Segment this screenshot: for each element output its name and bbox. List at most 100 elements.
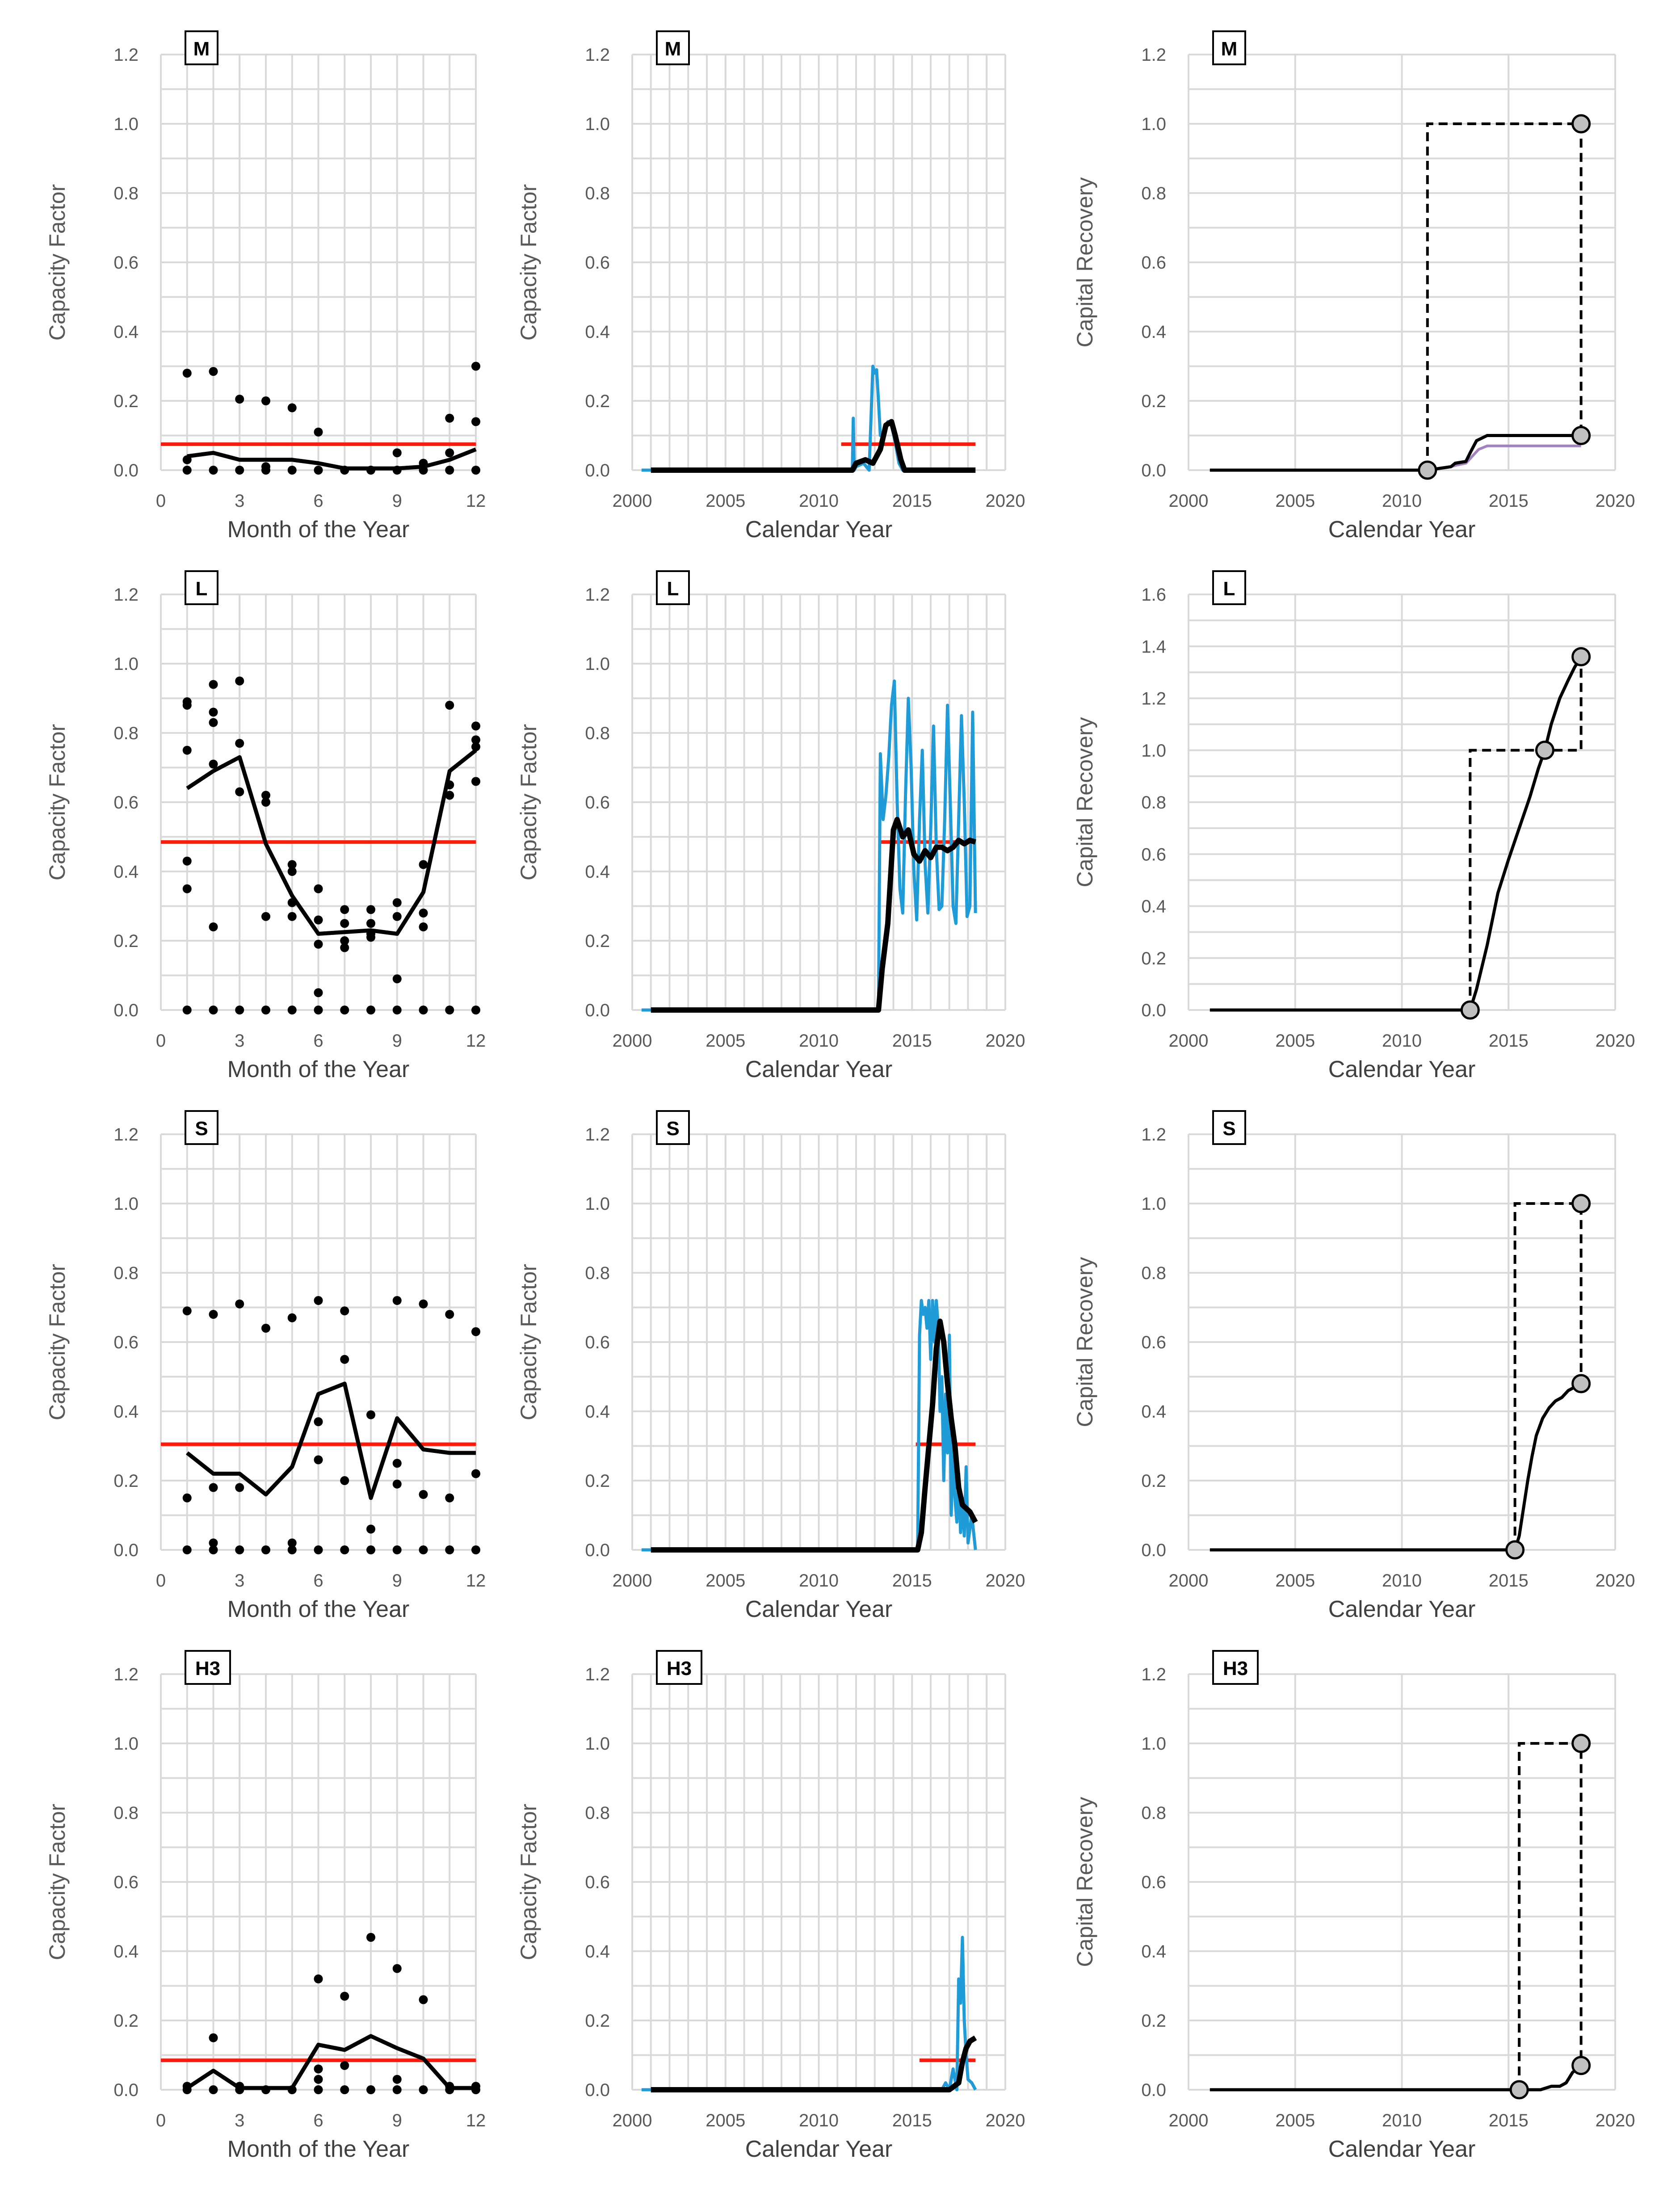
- chart-panel-L-month: 0.0 0.2 0.4 0.6 0.8 1.0 1.2 0 3 6 9 12 Capacity Fact…: [45, 570, 486, 1082]
- y-tick-label: 0.2: [585, 2011, 610, 2031]
- y-tick-label: 0.8: [585, 1263, 610, 1283]
- recovery-marker: [1571, 114, 1591, 134]
- scatter-point: [261, 798, 270, 807]
- scatter-point: [366, 1933, 375, 1942]
- x-tick-label: 2010: [1382, 1571, 1422, 1591]
- rolling-capacity-line: [651, 419, 976, 473]
- scatter-point: [445, 1310, 454, 1319]
- x-tick-label: 2020: [986, 1571, 1025, 1591]
- scatter-point: [445, 1006, 454, 1014]
- scatter-point: [261, 791, 270, 800]
- x-tick-label: 2015: [892, 1571, 932, 1591]
- x-tick-label: 0: [156, 2111, 166, 2130]
- y-tick-label: 1.2: [113, 1665, 139, 1684]
- chart-panel-M-year: 0.0 0.2 0.4 0.6 0.8 1.0 1.2 2000 2005 2010 2015 202…: [516, 30, 1025, 543]
- panel-tag-label: L: [196, 578, 208, 600]
- scatter-point: [340, 919, 349, 928]
- scatter-point: [340, 2061, 349, 2070]
- scatter-point: [314, 1006, 323, 1014]
- x-tick-label: 2000: [613, 2111, 652, 2130]
- y-tick-label: 1.2: [585, 45, 610, 65]
- x-tick-label: 2020: [986, 2111, 1025, 2130]
- scatter-point: [287, 860, 297, 869]
- panel-tag-label: S: [1222, 1118, 1235, 1140]
- recovery-marker: [1571, 647, 1591, 666]
- scatter-point: [340, 1006, 349, 1014]
- y-tick-label: 1.0: [585, 654, 610, 674]
- x-tick-label: 2020: [1596, 2111, 1635, 2130]
- y-axis-title: Capacity Factor: [516, 1804, 541, 1960]
- scatter-point: [392, 448, 402, 458]
- panel-tag-box: [1212, 1650, 1259, 1685]
- x-tick-label: 2000: [1169, 491, 1209, 511]
- y-axis-title: Capacity Factor: [516, 724, 541, 880]
- panel-tag-box: [185, 570, 218, 605]
- scatter-point: [314, 884, 323, 893]
- scatter-point: [471, 742, 480, 751]
- scatter-point: [314, 1296, 323, 1305]
- scatter-point: [314, 466, 323, 475]
- gridlines: [160, 54, 477, 471]
- y-tick-label: 1.0: [113, 1734, 139, 1754]
- y-tick-label: 1.2: [113, 1125, 139, 1145]
- scatter-point: [419, 1490, 428, 1499]
- x-tick-label: 2010: [799, 1031, 839, 1051]
- monthly-mean-line: [186, 2034, 476, 2090]
- monthly-mean-line: [186, 1381, 476, 1500]
- y-tick-label: 0.4: [1141, 322, 1166, 342]
- scatter-point: [314, 2085, 323, 2094]
- x-tick-label: 2005: [1275, 1571, 1315, 1591]
- y-tick-label: 0.6: [585, 253, 610, 273]
- scatter-point: [471, 1006, 480, 1014]
- x-tick-label: 9: [392, 1031, 402, 1051]
- y-tick-label: 0.2: [1141, 391, 1166, 411]
- scatter-points: [182, 1296, 480, 1554]
- monthly-mean-line: [186, 749, 477, 936]
- scatter-point: [287, 867, 297, 876]
- x-axis-title: Calendar Year: [745, 1596, 893, 1622]
- y-tick-label: 0.2: [1141, 2011, 1166, 2031]
- x-tick-label: 2015: [1489, 1031, 1529, 1051]
- x-tick-label: 2010: [799, 2111, 839, 2130]
- scatter-point: [314, 1974, 323, 1983]
- x-tick-label: 3: [235, 1571, 244, 1591]
- x-tick-label: 2015: [892, 491, 932, 511]
- recovery-marker: [1571, 426, 1591, 445]
- x-tick-label: 3: [235, 1031, 244, 1051]
- x-tick-label: 2015: [1489, 2111, 1529, 2130]
- scatter-point: [235, 739, 244, 748]
- x-tick-label: 2015: [1489, 491, 1529, 511]
- x-tick-label: 2005: [1275, 491, 1315, 511]
- scatter-point: [471, 362, 480, 371]
- scatter-point: [261, 396, 270, 405]
- y-tick-label: 0.8: [1141, 1263, 1166, 1283]
- chart-panel-M-recovery: 0.0 0.2 0.4 0.6 0.8 1.0 1.2 2000 2005 2010 2015 202…: [1072, 30, 1635, 543]
- scatter-point: [445, 466, 454, 475]
- y-tick-label: 0.8: [1141, 184, 1166, 203]
- scatter-point: [340, 1476, 349, 1485]
- gridlines: [160, 1673, 477, 2091]
- recovery-marker: [1535, 741, 1554, 760]
- target-recovery-dashed-line: [1469, 657, 1583, 1010]
- x-tick-label: 12: [466, 2111, 486, 2130]
- y-axis-title: Capacity Factor: [45, 724, 70, 880]
- scatter-point: [235, 395, 244, 404]
- scatter-point: [445, 1545, 454, 1554]
- y-tick-label: 0.0: [1141, 461, 1166, 480]
- panel-tag-box: [656, 1110, 690, 1145]
- x-tick-label: 6: [313, 2111, 323, 2130]
- y-tick-label: 0.6: [113, 253, 139, 273]
- scatter-point: [366, 1545, 375, 1554]
- scatter-point: [287, 1538, 297, 1548]
- y-tick-label: 0.4: [1141, 1942, 1166, 1961]
- scatter-point: [209, 707, 218, 717]
- scatter-point: [366, 1410, 375, 1419]
- y-tick-label: 1.2: [585, 585, 610, 605]
- scatter-point: [261, 1324, 270, 1333]
- panel-tag-box: [1212, 570, 1246, 605]
- scatter-point: [392, 1964, 402, 1973]
- x-axis-title: Calendar Year: [1328, 2136, 1476, 2162]
- scatter-point: [209, 759, 218, 769]
- y-tick-label: 0.0: [585, 2080, 610, 2100]
- scatter-point: [182, 1006, 192, 1014]
